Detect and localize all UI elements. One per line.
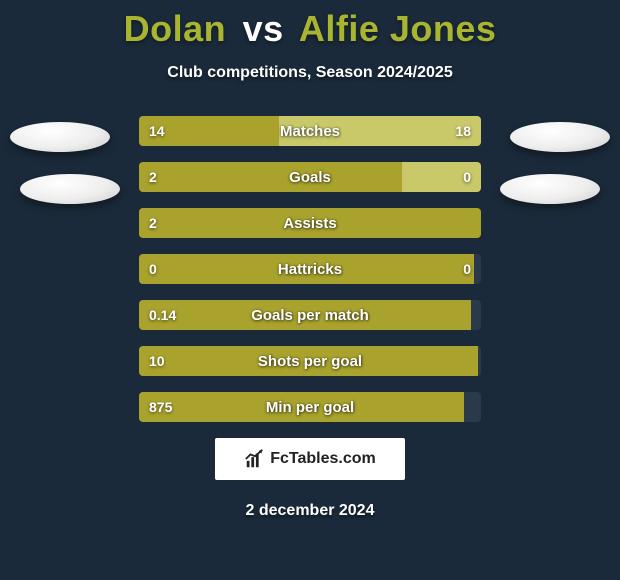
stat-row: 10Shots per goal bbox=[139, 346, 481, 376]
player1-badge-top bbox=[10, 122, 110, 152]
subtitle: Club competitions, Season 2024/2025 bbox=[0, 64, 620, 82]
stat-row: 875Min per goal bbox=[139, 392, 481, 422]
stat-row: 20Goals bbox=[139, 162, 481, 192]
player2-badge-bottom bbox=[500, 174, 600, 204]
stats-container: 1418Matches 20Goals 2Assists 00Hattricks 0.1… bbox=[139, 116, 481, 422]
stat-row: 00Hattricks bbox=[139, 254, 481, 284]
vs-separator: vs bbox=[243, 8, 284, 49]
stat-label: Goals per match bbox=[139, 300, 481, 330]
stat-label: Goals bbox=[139, 162, 481, 192]
stat-label: Min per goal bbox=[139, 392, 481, 422]
stat-label: Matches bbox=[139, 116, 481, 146]
player2-name: Alfie Jones bbox=[299, 8, 497, 49]
logo-box: FcTables.com bbox=[215, 438, 405, 480]
logo-text: FcTables.com bbox=[270, 450, 376, 468]
stat-label: Hattricks bbox=[139, 254, 481, 284]
stat-row: 2Assists bbox=[139, 208, 481, 238]
stat-label: Assists bbox=[139, 208, 481, 238]
stat-label: Shots per goal bbox=[139, 346, 481, 376]
player2-badge-top bbox=[510, 122, 610, 152]
date: 2 december 2024 bbox=[0, 502, 620, 520]
stat-row: 1418Matches bbox=[139, 116, 481, 146]
player1-name: Dolan bbox=[124, 8, 227, 49]
player1-badge-bottom bbox=[20, 174, 120, 204]
stat-row: 0.14Goals per match bbox=[139, 300, 481, 330]
chart-icon bbox=[244, 448, 266, 470]
comparison-title: Dolan vs Alfie Jones bbox=[0, 0, 620, 50]
